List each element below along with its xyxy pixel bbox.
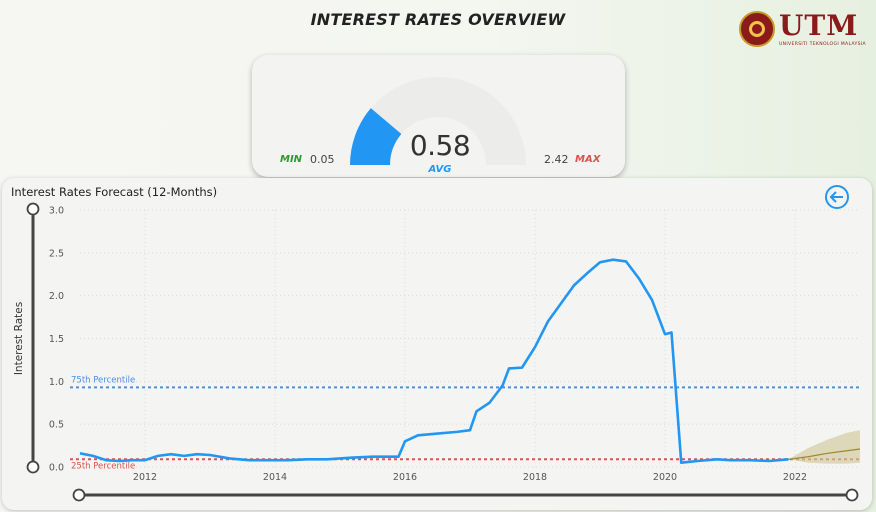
gauge-value: 0.58 xyxy=(409,129,471,162)
y-tick-label: 2.0 xyxy=(49,291,64,302)
y-tick-label: 2.5 xyxy=(49,248,64,259)
gauge-max-value: 2.42 xyxy=(544,153,569,166)
forecast-series-line xyxy=(788,448,861,460)
x-range-slider-handle-left[interactable] xyxy=(72,488,86,502)
y-tick-label: 3.0 xyxy=(49,206,64,217)
x-tick-label: 2018 xyxy=(523,472,547,483)
interest-rate-series-line xyxy=(79,258,789,465)
x-tick-label: 2022 xyxy=(783,472,807,483)
y-tick-label: 1.0 xyxy=(49,377,64,388)
line-chart: 0.0 0.5 1.0 1.5 2.0 2.5 3.0 2012 2014 2016 2018 202… xyxy=(13,202,861,502)
chart-card: 0.0 0.5 1.0 1.5 2.0 2.5 3.0 2012 2014 2016 2018 202… xyxy=(2,178,872,510)
y-tick-label: 0.5 xyxy=(49,420,64,431)
gauge-fill xyxy=(350,108,402,165)
utm-logo: UTM UNIVERSITI TEKNOLOGI MALAYSIA xyxy=(737,9,866,51)
y-axis-label: Interest Rates xyxy=(13,302,25,375)
x-tick-label: 2016 xyxy=(393,472,417,483)
x-tick-label: 2012 xyxy=(133,472,157,483)
gauge-card: MIN 0.05 0.58 AVG 2.42 MAX xyxy=(252,55,625,177)
reference-line-label: 25th Percentile xyxy=(71,461,135,471)
reference-line-label: 75th Percentile xyxy=(71,375,135,385)
gauge-svg xyxy=(350,76,526,165)
y-range-slider-handle-bottom[interactable] xyxy=(26,460,40,474)
gauge-avg-label: AVG xyxy=(428,164,452,175)
y-tick-label: 1.5 xyxy=(49,334,64,345)
forecast-confidence-band xyxy=(788,430,860,464)
x-range-slider-handle-right[interactable] xyxy=(845,488,859,502)
x-tick-label: 2020 xyxy=(653,472,677,483)
gauge-min-label: MIN xyxy=(280,154,303,165)
back-arrow-icon[interactable] xyxy=(824,184,850,210)
page-title: INTEREST RATES OVERVIEW xyxy=(310,10,566,29)
utm-seal-icon xyxy=(739,11,775,47)
x-tick-label: 2014 xyxy=(263,472,287,483)
y-tick-label: 0.0 xyxy=(49,463,64,474)
logo-subtitle: UNIVERSITI TEKNOLOGI MALAYSIA xyxy=(779,42,866,47)
y-range-slider-handle-top[interactable] xyxy=(26,202,40,216)
chart-title: Interest Rates Forecast (12-Months) xyxy=(11,185,218,199)
gauge-max-label: MAX xyxy=(575,154,601,165)
logo-text: UTM xyxy=(779,9,859,42)
gauge-min-value: 0.05 xyxy=(310,153,335,166)
